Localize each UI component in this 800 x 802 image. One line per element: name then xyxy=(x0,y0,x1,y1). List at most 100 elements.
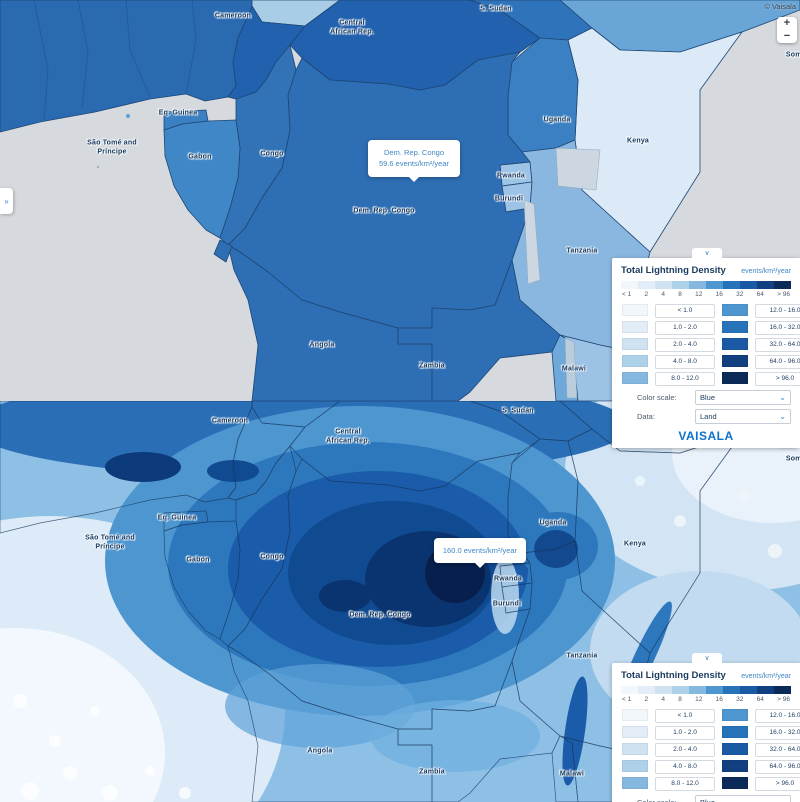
chevron-down-icon: ⌄ xyxy=(779,411,786,421)
legend-range-label: 12.0 - 16.0 xyxy=(755,709,800,723)
gradient-segment xyxy=(740,686,757,694)
legend-range-label: 16.0 - 32.0 xyxy=(755,321,800,335)
legend-range-label: 8.0 - 12.0 xyxy=(655,372,715,386)
zoom-in-button[interactable]: + xyxy=(783,17,791,29)
vaisala-logo: VAISALA xyxy=(678,429,734,443)
map-attribution: © Vaisala xyxy=(764,2,796,11)
lake-malawi xyxy=(564,337,578,399)
gradient-segment xyxy=(774,281,791,289)
legend-range-label: 12.0 - 16.0 xyxy=(755,304,800,318)
gradient-segment xyxy=(655,686,672,694)
tooltip-value: 160.0 events/km²/year xyxy=(442,546,518,555)
color-scale-select[interactable]: Blue ⌄ xyxy=(695,390,791,405)
legend-range-label: 32.0 - 64.0 xyxy=(755,338,800,352)
gradient-tick-label: 64 xyxy=(756,696,764,703)
color-scale-label: Color scale: xyxy=(637,798,695,802)
gradient-tick-label: 8 xyxy=(678,291,682,298)
gradient-tick-label: 2 xyxy=(644,696,649,703)
chevron-down-icon: ∨ xyxy=(704,250,710,257)
legend-range-label: 64.0 - 96.0 xyxy=(755,355,800,369)
tooltip-title: Dem. Rep. Congo xyxy=(383,148,445,157)
zoom-out-button[interactable]: − xyxy=(783,30,791,42)
gradient-tick-label: 64 xyxy=(756,291,764,298)
gradient-segment xyxy=(638,686,655,694)
legend-title: Total Lightning Density xyxy=(621,265,726,276)
gradient-segment xyxy=(655,281,672,289)
gradient-tick-label: > 96 xyxy=(777,696,790,703)
legend-swatch xyxy=(722,355,748,367)
legend-range-label: > 96.0 xyxy=(755,372,800,386)
legend-collapse-tab[interactable]: ∨ xyxy=(692,248,722,258)
chevron-right-icon: » xyxy=(4,196,9,206)
gradient-tick-label: 2 xyxy=(644,291,649,298)
gradient-segment xyxy=(621,686,638,694)
legend-swatch xyxy=(722,726,748,738)
color-scale-select[interactable]: Blue ⌄ xyxy=(695,795,791,802)
legend-range-label: > 96.0 xyxy=(755,777,800,791)
gradient-segment xyxy=(689,686,706,694)
island-bioko xyxy=(126,114,130,118)
gradient-segment xyxy=(757,686,774,694)
legend-swatch xyxy=(722,372,748,384)
legend-collapse-tab[interactable]: ∨ xyxy=(692,653,722,663)
gradient-tick-label: 4 xyxy=(661,291,665,298)
legend-range-label: 16.0 - 32.0 xyxy=(755,726,800,740)
gradient-segment xyxy=(706,686,723,694)
legend-swatch xyxy=(622,726,648,738)
legend-gradient-bar xyxy=(621,281,791,289)
legend-range-label: 32.0 - 64.0 xyxy=(755,743,800,757)
map-tooltip: Dem. Rep. Congo 59.6 events/km²/year xyxy=(368,140,460,181)
legend-units: events/km²/year xyxy=(741,268,791,275)
lake-victoria xyxy=(555,147,601,191)
legend-swatch xyxy=(622,338,648,350)
gradient-tick-label: 16 xyxy=(715,696,723,703)
zoom-control: + − xyxy=(777,17,797,43)
legend-panel-top: ∨ Total Lightning Density events/km²/yea… xyxy=(612,248,800,448)
country-cabinda xyxy=(213,239,233,263)
legend-swatch xyxy=(722,743,748,755)
legend-swatch xyxy=(622,777,648,789)
legend-range-label: 2.0 - 4.0 xyxy=(655,338,715,352)
map-tooltip: 160.0 events/km²/year xyxy=(434,538,526,569)
color-scale-label: Color scale: xyxy=(637,393,677,402)
gradient-segment xyxy=(723,686,740,694)
legend-swatch xyxy=(722,338,748,350)
gradient-segment xyxy=(638,281,655,289)
gradient-tick-label: > 96 xyxy=(777,291,790,298)
legend-swatch xyxy=(622,304,648,316)
country-eq-guinea xyxy=(163,109,209,131)
data-select[interactable]: Land ⌄ xyxy=(695,409,791,424)
legend-range-label: 8.0 - 12.0 xyxy=(655,777,715,791)
legend-units: events/km²/year xyxy=(741,673,791,680)
gradient-segment xyxy=(672,686,689,694)
legend-swatch xyxy=(722,304,748,316)
legend-panel-bottom: ∨ Total Lightning Density events/km²/yea… xyxy=(612,653,800,802)
lake-tanganyika xyxy=(523,199,541,285)
legend-range-label: < 1.0 xyxy=(655,709,715,723)
legend-swatch xyxy=(622,355,648,367)
legend-swatch xyxy=(722,709,748,721)
legend-range-label: 4.0 - 8.0 xyxy=(655,760,715,774)
legend-swatch xyxy=(622,321,648,333)
legend-range-label: 1.0 - 2.0 xyxy=(655,726,715,740)
gradient-tick-label: 12 xyxy=(695,291,703,298)
gradient-segment xyxy=(740,281,757,289)
choropleth-map-canvas[interactable] xyxy=(0,0,800,401)
gradient-tick-label: < 1 xyxy=(622,291,632,298)
chevron-down-icon: ∨ xyxy=(704,655,710,662)
color-scale-value: Blue xyxy=(700,798,715,802)
gradient-tick-label: 12 xyxy=(695,696,703,703)
gradient-tick-label: < 1 xyxy=(622,696,632,703)
panel-expander-tab[interactable]: » xyxy=(0,188,13,214)
legend-range-label: < 1.0 xyxy=(655,304,715,318)
legend-swatch xyxy=(722,321,748,333)
gradient-segment xyxy=(774,686,791,694)
island-sao-tome xyxy=(96,165,100,169)
gradient-segment xyxy=(621,281,638,289)
chevron-down-icon: ⌄ xyxy=(779,797,786,802)
legend-swatch xyxy=(722,777,748,789)
legend-title: Total Lightning Density xyxy=(621,670,726,681)
gradient-tick-label: 4 xyxy=(661,696,665,703)
